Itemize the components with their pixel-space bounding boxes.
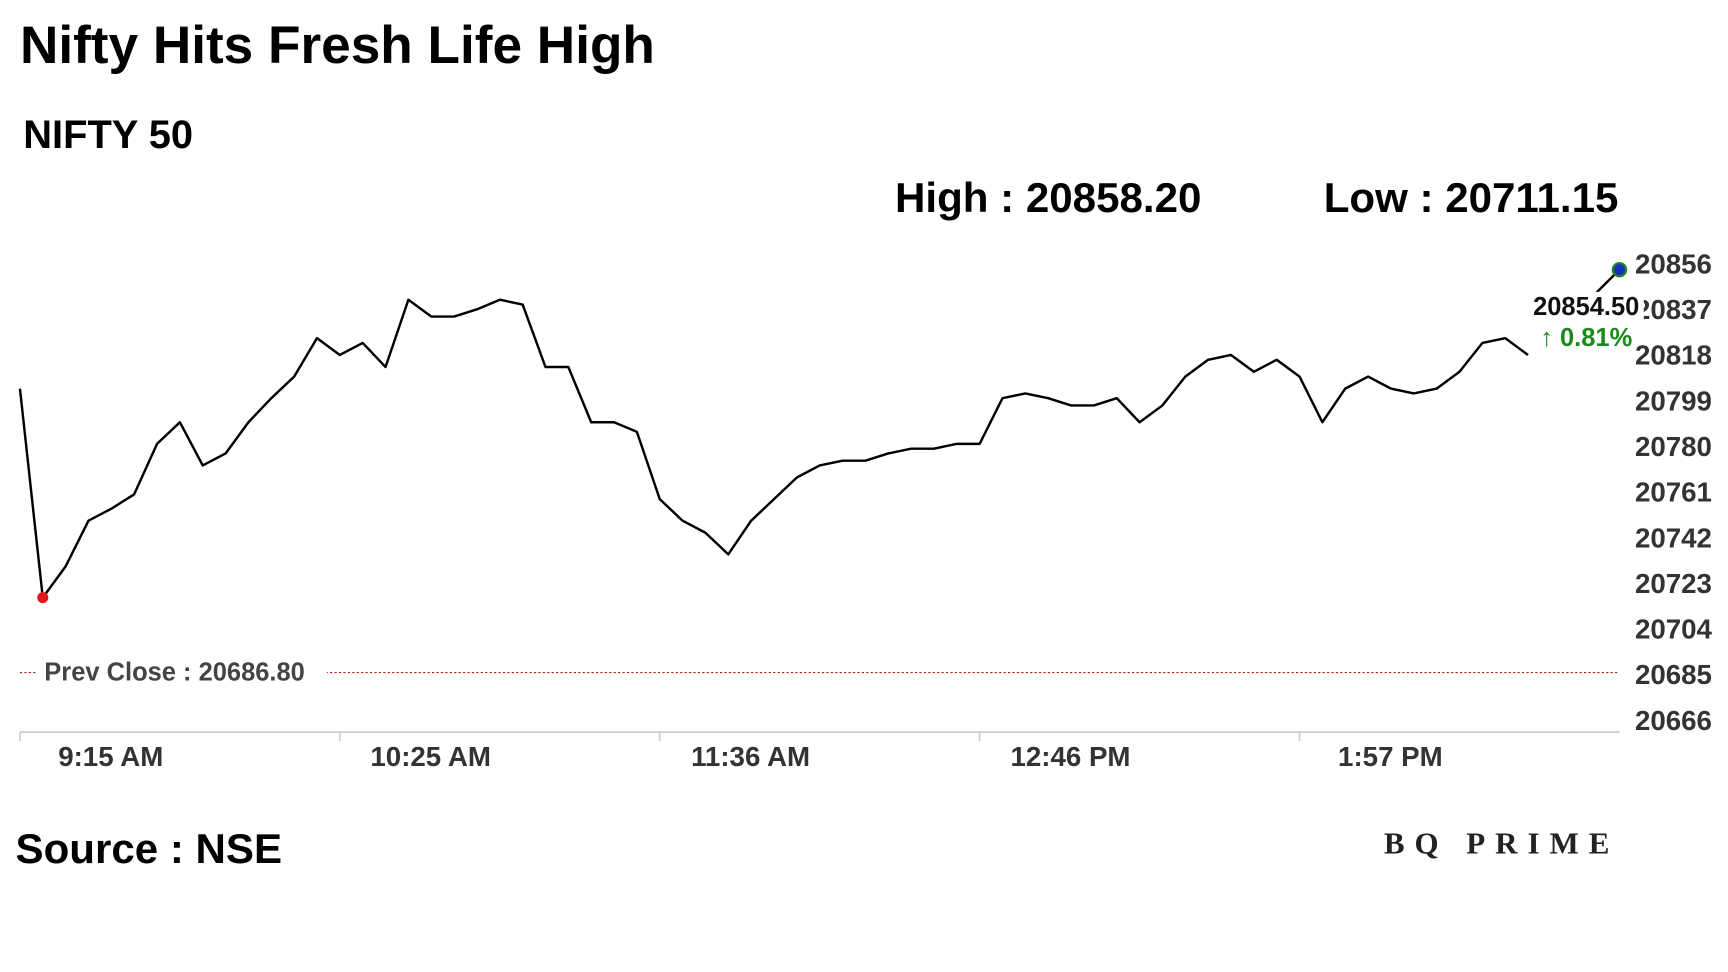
- last-price-bg: [1528, 291, 1644, 326]
- chart-title: Nifty Hits Fresh Life High: [20, 16, 655, 75]
- x-tick-label: 1:57 PM: [1338, 741, 1443, 772]
- y-tick-label: 20742: [1635, 522, 1712, 553]
- y-tick-label: 20685: [1635, 659, 1712, 690]
- x-tick-label: 10:25 AM: [370, 741, 491, 772]
- change-label: ↑ 0.81%: [1540, 324, 1632, 352]
- x-tick-label: 11:36 AM: [691, 741, 810, 772]
- prev-close-label-bg: [36, 655, 327, 690]
- low-marker: [37, 592, 49, 604]
- x-tick-label: 12:46 PM: [1010, 741, 1130, 772]
- last-marker: [1611, 261, 1628, 278]
- y-tick-label: 20666: [1635, 705, 1712, 736]
- y-tick-label: 20818: [1635, 340, 1712, 371]
- y-tick-label: 20799: [1635, 385, 1712, 416]
- brand-logo: BQ PRIME: [1384, 826, 1620, 861]
- high-label: High : 20858.20: [895, 174, 1201, 221]
- y-tick-label: 20704: [1635, 614, 1713, 645]
- prev-close-label: Prev Close : 20686.80: [44, 658, 305, 686]
- y-tick-label: 20761: [1635, 477, 1712, 508]
- plot-area: 9:15 AM 10:25 AM 11:36 AM 12:46 PM 1:57 PM 20…: [18, 248, 1713, 772]
- last-price-label: 20854.50: [1533, 293, 1639, 321]
- x-tick-label: 9:15 AM: [58, 741, 163, 772]
- low-label: Low : 20711.15: [1324, 174, 1619, 221]
- y-tick-label: 20723: [1635, 568, 1712, 599]
- y-tick-label: 20856: [1635, 248, 1712, 279]
- chart-subtitle: NIFTY 50: [23, 113, 193, 157]
- source: Source : NSE: [16, 825, 283, 872]
- y-tick-label: 20780: [1635, 431, 1712, 462]
- y-tick-label: 20837: [1635, 294, 1712, 325]
